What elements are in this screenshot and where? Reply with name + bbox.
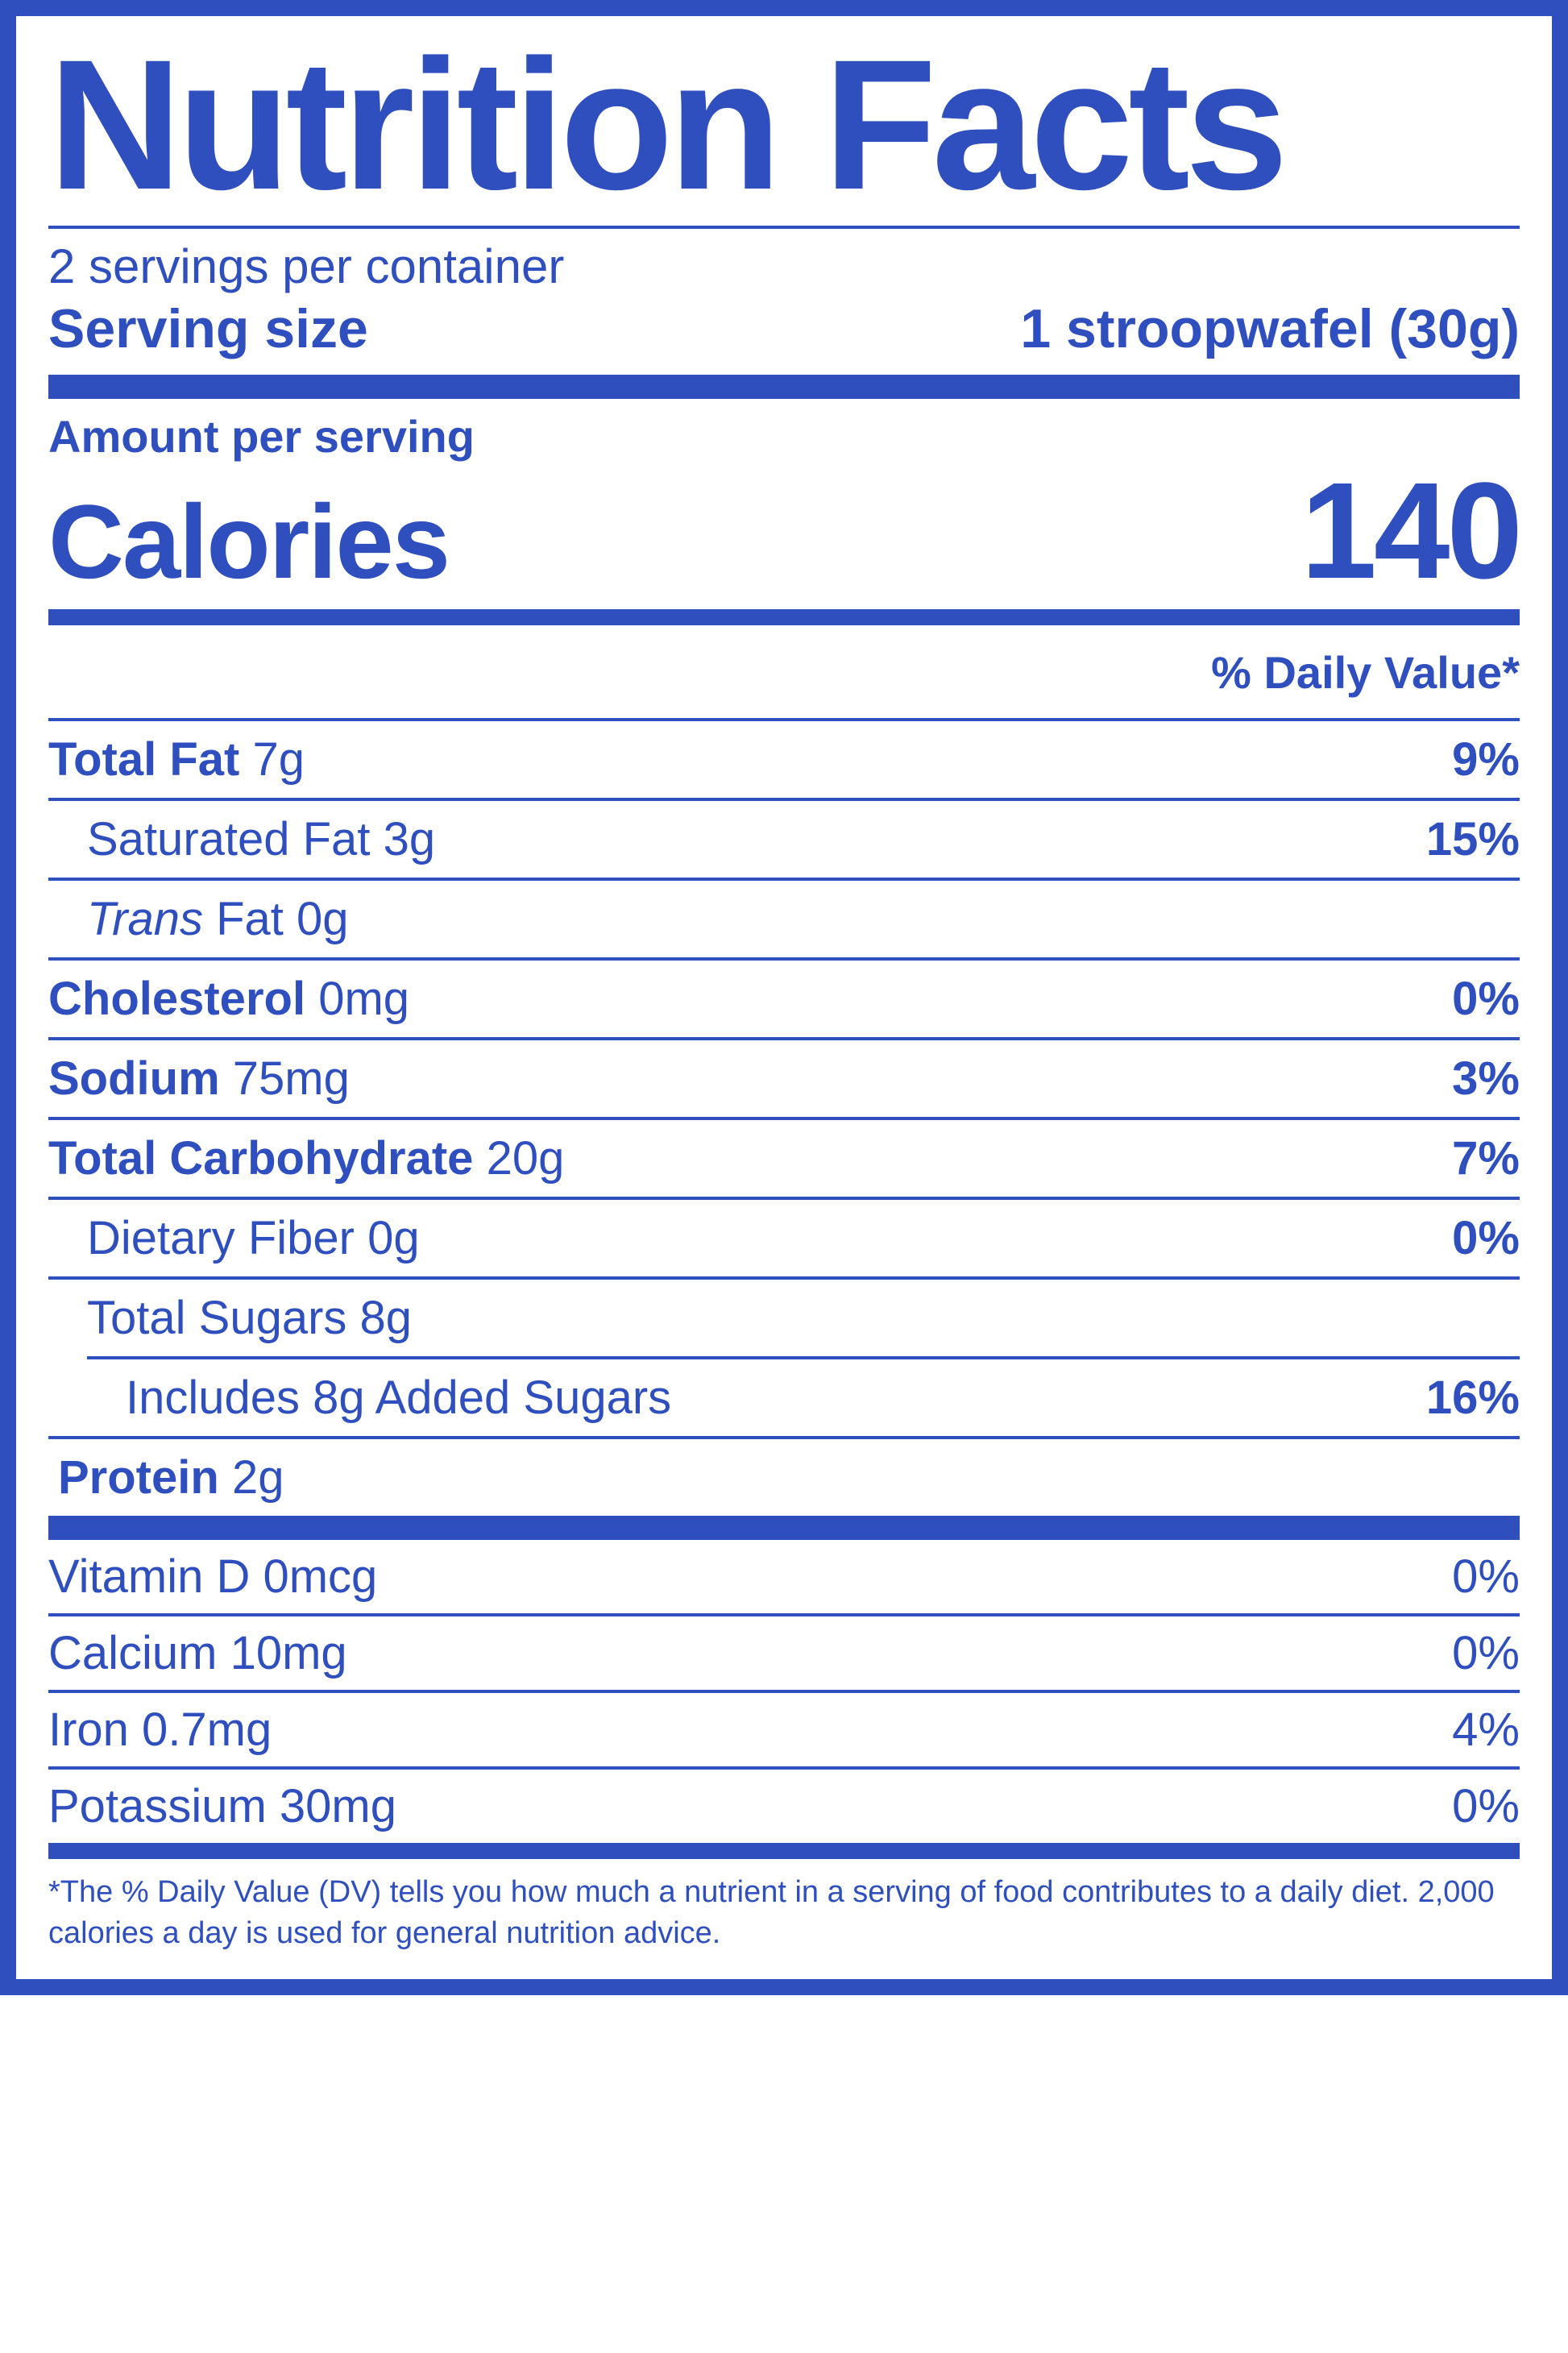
servings-per-container: 2 servings per container: [48, 229, 1520, 297]
nutrient-pct: 16%: [1426, 1371, 1520, 1425]
nutrient-amount: 0g: [297, 893, 349, 945]
vitamin-text: Potassium 30mg: [48, 1779, 396, 1833]
nutrient-name: Protein: [58, 1451, 219, 1504]
serving-size-value: 1 stroopwafel (30g): [1020, 297, 1520, 360]
calories-label: Calories: [48, 489, 449, 594]
nutrient-amount: 75mg: [233, 1052, 350, 1105]
row-iron: Iron 0.7mg 4%: [48, 1693, 1520, 1766]
row-total-fat: Total Fat 7g 9%: [48, 721, 1520, 798]
nutrient-name-italic: Trans: [87, 893, 203, 945]
nutrient-name: Sodium: [48, 1052, 220, 1105]
nutrient-name: Total Carbohydrate: [48, 1132, 473, 1185]
nutrient-pct: 0%: [1452, 972, 1520, 1026]
nutrient-name-suffix: Fat: [203, 893, 284, 945]
row-saturated-fat: Saturated Fat 3g 15%: [48, 801, 1520, 878]
vitamin-text: Iron 0.7mg: [48, 1703, 272, 1757]
rule: [48, 375, 1520, 399]
nutrient-amount: 7g: [252, 733, 305, 786]
nutrient-amount: 0mg: [318, 973, 409, 1025]
serving-size-label: Serving size: [48, 297, 368, 360]
rule: [48, 609, 1520, 625]
nutrient-pct: 7%: [1452, 1131, 1520, 1185]
calories-value: 140: [1300, 463, 1520, 600]
row-dietary-fiber: Dietary Fiber 0g 0%: [48, 1200, 1520, 1276]
row-sodium: Sodium 75mg 3%: [48, 1040, 1520, 1117]
serving-size-row: Serving size 1 stroopwafel (30g): [48, 297, 1520, 375]
vitamin-pct: 0%: [1452, 1626, 1520, 1680]
row-trans-fat: Trans Fat 0g: [48, 881, 1520, 957]
nutrient-pct: 3%: [1452, 1052, 1520, 1106]
vitamin-text: Calcium 10mg: [48, 1626, 347, 1680]
row-protein: Protein 2g: [48, 1439, 1520, 1516]
calories-row: Calories 140: [48, 463, 1520, 609]
nutrient-name: Saturated Fat: [87, 813, 370, 865]
nutrient-name: Total Fat: [48, 733, 239, 786]
row-calcium: Calcium 10mg 0%: [48, 1616, 1520, 1690]
row-added-sugars: Includes 8g Added Sugars 16%: [48, 1359, 1520, 1436]
row-total-sugars: Total Sugars 8g: [48, 1280, 1520, 1356]
row-vitamin-d: Vitamin D 0mcg 0%: [48, 1540, 1520, 1613]
nutrient-name: Dietary Fiber: [87, 1212, 355, 1264]
footnote: *The % Daily Value (DV) tells you how mu…: [48, 1859, 1520, 1955]
nutrient-pct: 9%: [1452, 732, 1520, 786]
vitamin-pct: 4%: [1452, 1703, 1520, 1757]
row-cholesterol: Cholesterol 0mg 0%: [48, 961, 1520, 1037]
nutrient-name: Cholesterol: [48, 973, 305, 1025]
vitamin-text: Vitamin D 0mcg: [48, 1550, 377, 1604]
nutrient-amount: 0g: [367, 1212, 420, 1264]
vitamin-pct: 0%: [1452, 1550, 1520, 1604]
nutrient-pct: 0%: [1452, 1211, 1520, 1265]
nutrition-facts-label: Nutrition Facts 2 servings per container…: [0, 0, 1568, 1995]
nutrient-amount: 2g: [232, 1451, 284, 1504]
rule: [48, 1843, 1520, 1859]
nutrient-name: Includes 8g Added Sugars: [48, 1371, 671, 1425]
nutrient-name: Total Sugars: [87, 1292, 346, 1344]
nutrient-amount: 8g: [360, 1292, 413, 1344]
row-total-carbohydrate: Total Carbohydrate 20g 7%: [48, 1120, 1520, 1197]
nutrient-amount: 3g: [384, 813, 436, 865]
label-title: Nutrition Facts: [48, 32, 1520, 226]
amount-per-serving-label: Amount per serving: [48, 399, 1520, 463]
nutrient-amount: 20g: [487, 1132, 565, 1185]
nutrient-pct: 15%: [1426, 812, 1520, 866]
row-potassium: Potassium 30mg 0%: [48, 1770, 1520, 1843]
daily-value-header: % Daily Value*: [48, 625, 1520, 718]
vitamin-pct: 0%: [1452, 1779, 1520, 1833]
rule: [48, 1516, 1520, 1540]
